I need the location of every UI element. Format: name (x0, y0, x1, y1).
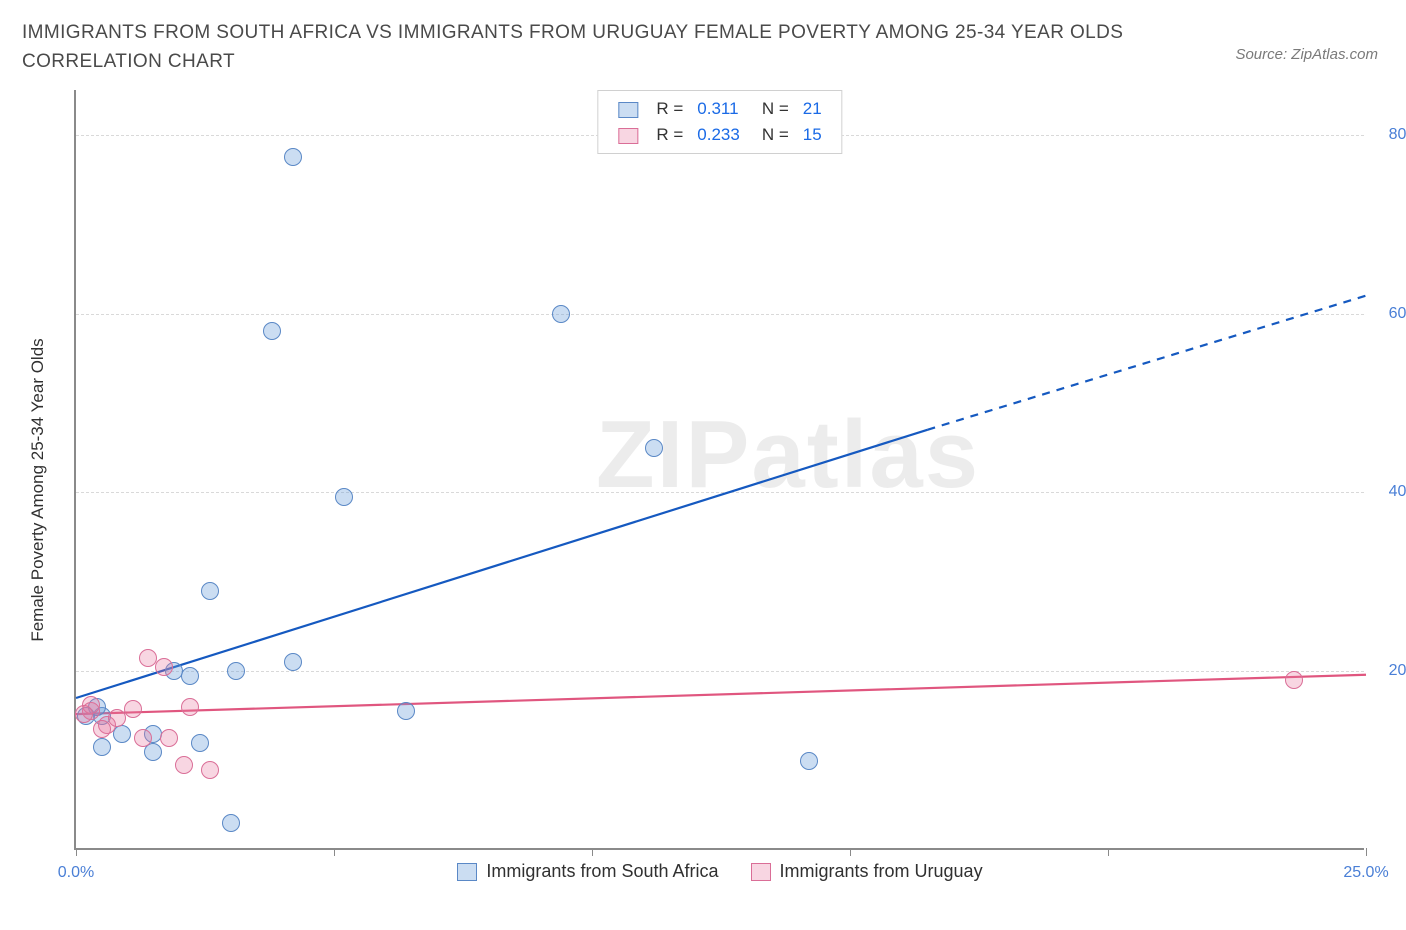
legend-swatch (457, 863, 477, 881)
scatter-point (93, 738, 111, 756)
scatter-point (645, 439, 663, 457)
scatter-point (201, 582, 219, 600)
scatter-point (284, 653, 302, 671)
regression-line (76, 675, 1366, 714)
scatter-point (191, 734, 209, 752)
x-tick-label: 0.0% (58, 864, 94, 882)
scatter-point (181, 667, 199, 685)
x-tick-label: 25.0% (1343, 864, 1388, 882)
legend-label: Immigrants from South Africa (486, 861, 718, 881)
scatter-point (552, 305, 570, 323)
series-legend: Immigrants from South Africa Immigrants … (76, 861, 1364, 882)
chart-title: IMMIGRANTS FROM SOUTH AFRICA VS IMMIGRAN… (22, 18, 1142, 77)
r-label: R = (650, 97, 689, 121)
legend-swatch (618, 102, 638, 118)
legend-item: Immigrants from South Africa (457, 861, 718, 882)
scatter-point (181, 698, 199, 716)
stats-table: R =0.311N =21R =0.233N =15 (610, 95, 829, 149)
r-value: 0.233 (691, 123, 746, 147)
r-value: 0.311 (691, 97, 746, 121)
scatter-point (800, 752, 818, 770)
scatter-point (175, 756, 193, 774)
x-tick (334, 848, 335, 856)
scatter-point (124, 700, 142, 718)
stats-row: R =0.311N =21 (612, 97, 827, 121)
y-axis-label: Female Poverty Among 25-34 Year Olds (28, 338, 48, 641)
stats-legend: R =0.311N =21R =0.233N =15 (597, 90, 842, 154)
scatter-point (160, 729, 178, 747)
y-tick-label: 40.0% (1374, 483, 1406, 501)
scatter-point (113, 725, 131, 743)
scatter-point (397, 702, 415, 720)
legend-swatch (618, 128, 638, 144)
scatter-point (75, 705, 93, 723)
legend-item: Immigrants from Uruguay (751, 861, 983, 882)
r-label: R = (650, 123, 689, 147)
n-label: N = (748, 97, 795, 121)
scatter-point (263, 322, 281, 340)
stats-row: R =0.233N =15 (612, 123, 827, 147)
regression-line (76, 430, 927, 698)
x-tick (76, 848, 77, 856)
scatter-point (155, 658, 173, 676)
scatter-point (284, 148, 302, 166)
regression-lines (76, 90, 1364, 848)
legend-label: Immigrants from Uruguay (780, 861, 983, 881)
scatter-point (222, 814, 240, 832)
x-tick (592, 848, 593, 856)
plot-area: ZIPatlas R =0.311N =21R =0.233N =15 Immi… (74, 90, 1364, 850)
scatter-point (335, 488, 353, 506)
plot-wrapper: Female Poverty Among 25-34 Year Olds ZIP… (50, 90, 1380, 890)
n-label: N = (748, 123, 795, 147)
y-tick-label: 80.0% (1374, 126, 1406, 144)
header-row: IMMIGRANTS FROM SOUTH AFRICA VS IMMIGRAN… (0, 0, 1406, 83)
n-value: 21 (797, 97, 828, 121)
scatter-point (1285, 671, 1303, 689)
scatter-point (93, 720, 111, 738)
x-tick (1108, 848, 1109, 856)
x-tick (850, 848, 851, 856)
source-label: Source: ZipAtlas.com (1235, 46, 1378, 63)
scatter-point (134, 729, 152, 747)
y-tick-label: 60.0% (1374, 305, 1406, 323)
y-tick-label: 20.0% (1374, 662, 1406, 680)
n-value: 15 (797, 123, 828, 147)
scatter-point (227, 662, 245, 680)
regression-line-extrapolated (927, 296, 1366, 430)
legend-swatch (751, 863, 771, 881)
x-tick (1366, 848, 1367, 856)
scatter-point (201, 761, 219, 779)
